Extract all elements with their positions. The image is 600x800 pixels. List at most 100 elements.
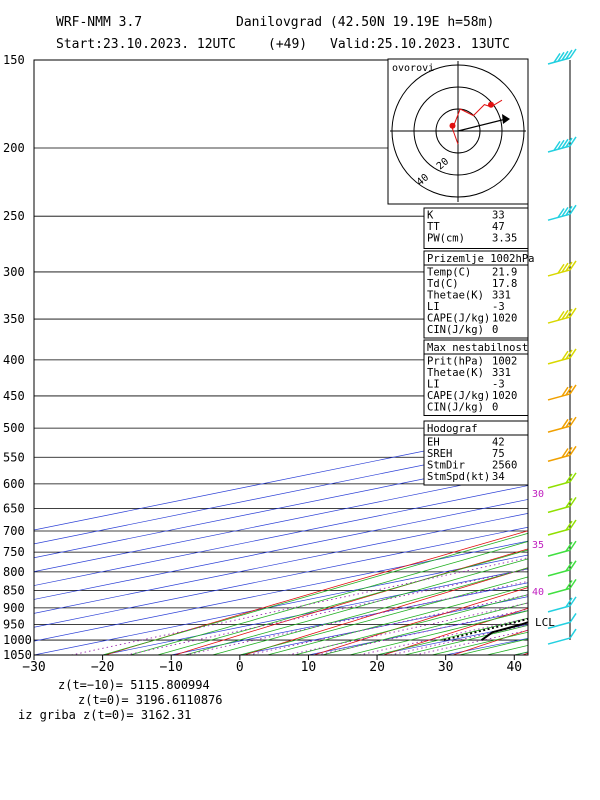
- thetae-labels: 30 35 40: [532, 489, 544, 598]
- wind-barb-flag: [569, 628, 577, 639]
- wind-barb-flag: [569, 596, 577, 607]
- isotherm-line: [34, 540, 528, 642]
- panel-row-label: Prit(hPa): [427, 356, 484, 368]
- pressure-tick-label: 350: [3, 312, 25, 326]
- wind-barb-flag: [569, 384, 577, 395]
- panel-row-value: 331: [492, 367, 511, 379]
- panel-row-label: StmSpd(kt): [427, 471, 490, 483]
- lcl-label: LCL: [535, 616, 555, 629]
- wind-barb-flag: [557, 263, 565, 274]
- moist-adiabat-line: [239, 576, 528, 655]
- wind-barb-flag: [565, 520, 573, 531]
- wind-barb: [547, 204, 577, 221]
- wind-barb-flag: [569, 578, 577, 589]
- wind-barb-flag: [565, 137, 573, 148]
- panel-row-label: Temp(C): [427, 267, 471, 279]
- panel-row-value: -3: [492, 379, 505, 391]
- wind-barb-flag: [565, 417, 573, 428]
- pressure-tick-label: 1000: [3, 633, 32, 647]
- wind-barb-flag: [569, 416, 577, 427]
- wind-barb-flag: [553, 140, 561, 151]
- station-name: Danilovgrad (42.50N 19.19E h=58m): [236, 15, 494, 30]
- dry-adiabat-line: [244, 567, 528, 655]
- panel-row-label: Td(C): [427, 278, 459, 290]
- panel-row-value: 1002: [492, 356, 517, 368]
- valid-time: Valid:25.10.2023. 13UTC: [330, 37, 510, 52]
- panel-row-value: 331: [492, 290, 511, 302]
- height-zero: z(t=0)= 3196.6110876: [78, 693, 223, 707]
- temperature-tick-label: 10: [301, 660, 317, 675]
- panel-row-label: LI: [427, 379, 440, 391]
- mixing-ratio-line: [71, 557, 528, 655]
- wind-barb-flag: [561, 386, 569, 397]
- wind-barbs: [547, 48, 577, 645]
- isotherm-line: [34, 526, 528, 628]
- temperature-tick-label: 0: [236, 660, 244, 675]
- pressure-tick-label: 400: [3, 353, 25, 367]
- panel-row-label: Thetae(K): [427, 367, 484, 379]
- temperature-tick-label: −10: [159, 660, 182, 675]
- wind-barb-flag: [569, 540, 577, 551]
- pressure-tick-label: 600: [3, 477, 25, 491]
- panel-row-value: 17.8: [492, 278, 517, 290]
- panel-row-label: StmDir: [427, 460, 465, 472]
- storm-motion-arrow: [502, 114, 510, 124]
- dry-adiabat-line: [522, 652, 528, 655]
- moist-adiabat-line: [212, 567, 528, 655]
- panel-row-label: EH: [427, 437, 440, 449]
- height-zero-grib: iz griba z(t=0)= 3162.31: [18, 708, 191, 722]
- panel-row-label: Thetae(K): [427, 290, 484, 302]
- panel-row-label: CIN(J/kg): [427, 402, 484, 414]
- panel-row-value: -3: [492, 301, 505, 313]
- hodo-panel-box: [423, 420, 529, 486]
- isotherm-line: [34, 471, 528, 573]
- temperature-tick-label: 20: [369, 660, 385, 675]
- pressure-tick-label: 900: [3, 601, 25, 615]
- pressure-tick-label: 300: [3, 265, 25, 279]
- isotherm-line: [34, 554, 528, 655]
- panel-row-value: 1020: [492, 390, 517, 402]
- thetae-label: 35: [532, 540, 544, 551]
- panel-row-label: TT: [427, 221, 440, 233]
- wind-barb-flag: [557, 208, 565, 218]
- wind-barb-flag: [553, 52, 561, 63]
- wind-barb-flag: [565, 597, 573, 608]
- wind-barb-flag: [569, 348, 577, 359]
- wind-barb-flag: [565, 349, 573, 360]
- wind-barb-flag: [569, 204, 577, 215]
- wind-barb-flag: [569, 48, 577, 59]
- wind-barb-flag: [565, 580, 573, 590]
- temperature-axis: −30 −20 −10 0 10 20 30 40: [22, 655, 522, 675]
- dry-adiabat-line: [104, 530, 528, 655]
- model-name: WRF-NMM 3.7: [56, 15, 142, 30]
- start-time: Start:23.10.2023. 12UTC: [56, 37, 236, 52]
- wind-barb: [547, 612, 577, 630]
- moist-adiabat-line: [322, 602, 528, 655]
- unstable-panel-box: [423, 339, 529, 416]
- hodograph-surface-point: [449, 122, 456, 129]
- pressure-tick-label: 450: [3, 389, 25, 403]
- temperature-tick-label: −30: [22, 660, 45, 675]
- storm-motion-vector: [457, 118, 507, 132]
- moist-adiabat-line: [294, 594, 528, 655]
- moist-adiabat-line: [157, 549, 528, 655]
- wind-barb-flag: [561, 309, 569, 320]
- wind-barb-flag: [569, 612, 577, 623]
- wind-barb-flag: [565, 205, 573, 216]
- wind-barb-flag: [565, 473, 573, 484]
- pressure-tick-label: 800: [3, 565, 25, 579]
- isotherm-line: [34, 512, 528, 614]
- panel-row-value: 0: [492, 324, 498, 336]
- wind-barb-flag: [569, 472, 577, 483]
- isotherm-line: [583, 60, 600, 655]
- wind-barb: [547, 560, 577, 577]
- panel-row-value: 47: [492, 221, 505, 233]
- panel-row-value: 34: [492, 471, 505, 483]
- dry-adiabat-line: [174, 548, 528, 655]
- temperature-tick-label: 40: [506, 660, 522, 675]
- moist-adiabat-line: [129, 541, 528, 655]
- moist-adiabat-line: [184, 558, 528, 655]
- wind-barb: [547, 540, 577, 557]
